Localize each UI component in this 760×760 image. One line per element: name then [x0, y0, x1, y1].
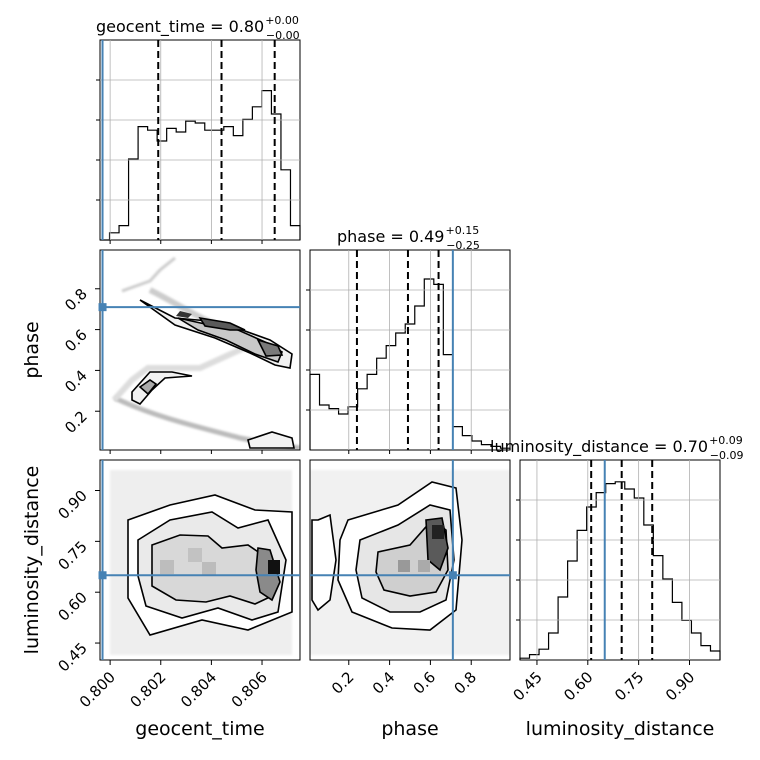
histogram-step: [309, 278, 511, 450]
y-tick-label: 0.8: [61, 285, 91, 315]
panel-hist-luminosity-distance: luminosity_distance = 0.70+0.09 −0.09: [490, 434, 744, 661]
x-tick-label: 0.60: [560, 668, 596, 704]
xlabel-geocent-time: geocent_time: [135, 718, 264, 740]
density-phase-luminosity-distance: [310, 470, 510, 655]
quantile-lines-luminosity-distance: [590, 460, 654, 660]
x-tick-label: 0.802: [126, 668, 169, 711]
density-geocent-time-phase: [111, 256, 300, 450]
x-tick-label: 0.4: [369, 668, 399, 698]
x-tick-label: 0.8: [450, 668, 480, 698]
title-phase: phase = 0.49+0.15 −0.25: [337, 224, 480, 252]
xlabel-luminosity-distance: luminosity_distance: [526, 718, 715, 740]
quantile-lines-phase: [355, 250, 440, 450]
truth-lines-geocent-time-phase: [98, 250, 300, 450]
grid-geocent-time: [100, 40, 300, 240]
truth-lines-geocent-time-luminosity-distance: [98, 460, 300, 660]
y-tick-label: 0.4: [61, 367, 91, 397]
density-geocent-time-luminosity-distance: [110, 470, 293, 655]
panel-2d-geocent-time-phase: [98, 249, 301, 451]
xlabel-phase: phase: [381, 718, 438, 740]
histogram-phase: [309, 278, 511, 450]
x-tick-label: 0.75: [611, 668, 647, 704]
y-tick-label: 0.45: [54, 639, 90, 675]
panel-2d-phase-luminosity-distance: [309, 459, 511, 661]
y-tick-label: 0.60: [54, 588, 90, 624]
x-tick-label: 0.2: [328, 668, 358, 698]
histogram-step: [100, 90, 301, 241]
x-tick-label: 0.806: [228, 668, 271, 711]
y-tick-label: 0.6: [61, 326, 91, 356]
ylabel-phase: phase: [21, 321, 43, 378]
panel-hist-phase: phase = 0.49+0.15 −0.25: [309, 224, 511, 451]
ylabel-luminosity-distance: luminosity_distance: [21, 466, 43, 655]
grid-phase: [310, 250, 510, 450]
x-tick-label: 0.800: [76, 668, 119, 711]
truth-marker: [98, 571, 107, 580]
histogram-geocent-time: [100, 90, 301, 241]
panel-hist-geocent-time: geocent_time = 0.80+0.00 −0.00: [96, 14, 301, 241]
y-tick-label: 0.2: [61, 407, 91, 437]
x-tick-label: 0.804: [177, 668, 220, 711]
title-geocent-time: geocent_time = 0.80+0.00 −0.00: [96, 14, 300, 42]
x-tick-label: 0.90: [662, 668, 698, 704]
quantile-lines-geocent-time: [157, 40, 276, 240]
truth-marker: [448, 571, 457, 580]
truth-marker: [98, 303, 107, 312]
x-tick-label: 0.6: [410, 668, 440, 698]
y-tick-label: 0.90: [54, 487, 90, 523]
grid-luminosity-distance: [520, 460, 720, 660]
x-tick-label: 0.45: [509, 668, 545, 704]
y-tick-label: 0.75: [54, 537, 90, 573]
title-luminosity-distance: luminosity_distance = 0.70+0.09 −0.09: [490, 434, 744, 462]
panel-2d-geocent-time-luminosity-distance: [98, 459, 301, 661]
truth-lines-phase-luminosity-distance: [310, 460, 510, 660]
